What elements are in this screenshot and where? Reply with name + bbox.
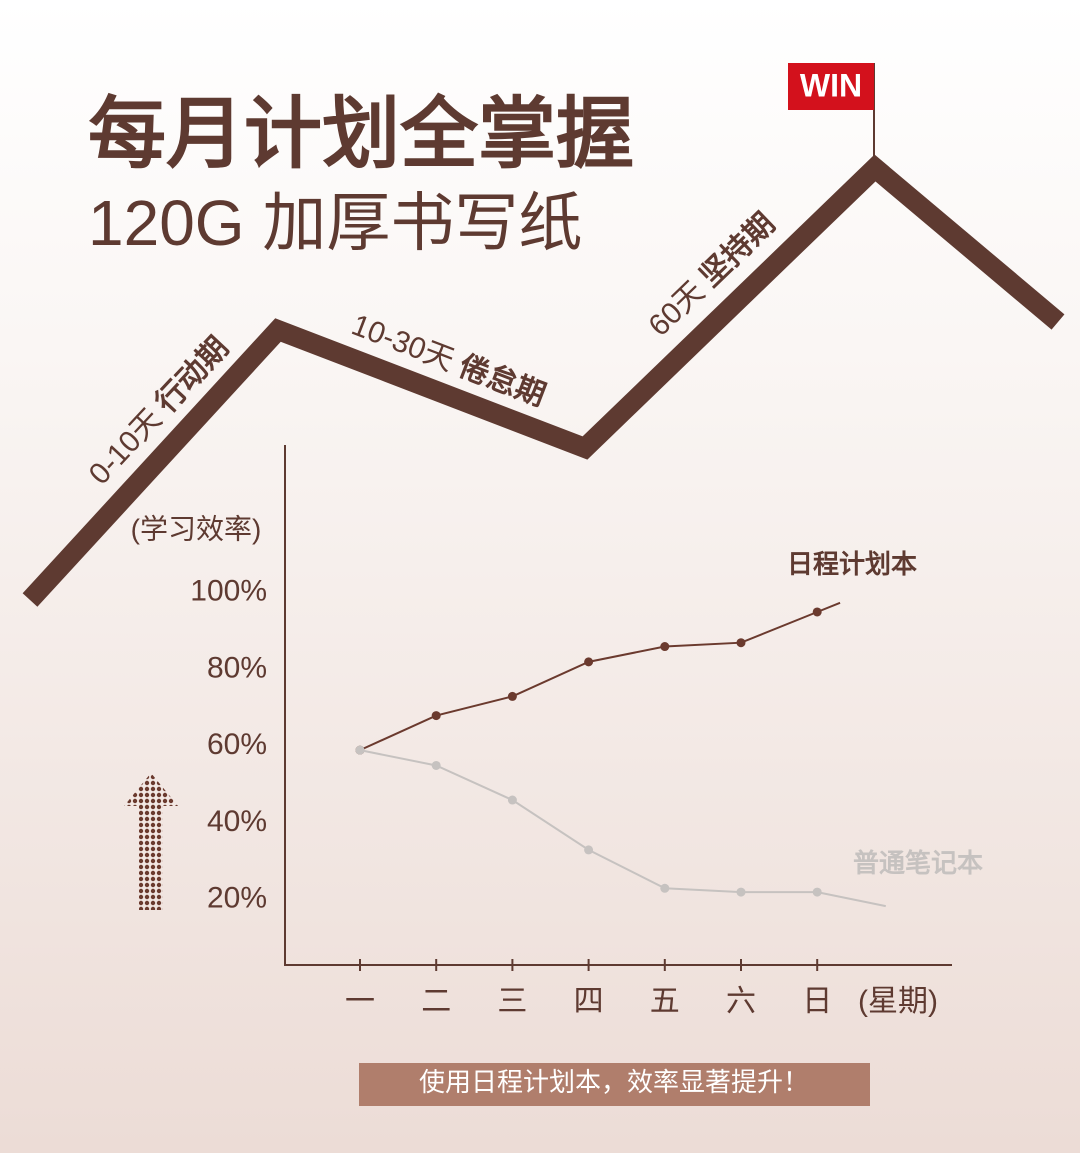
series-label: 日程计划本: [787, 549, 917, 579]
x-tick-label: 三: [497, 985, 527, 1018]
x-tick-label: 五: [650, 985, 680, 1018]
line-tail: [816, 891, 886, 908]
point: [431, 711, 441, 721]
point: [507, 795, 517, 805]
x-tick-label: 一: [345, 985, 375, 1018]
point: [660, 642, 670, 652]
point: [431, 760, 441, 770]
series-label: 普通笔记本: [853, 848, 983, 878]
x-tick-label: 日: [802, 985, 832, 1018]
y-tick-label: 80%: [207, 651, 267, 684]
y-tick-label: 60%: [207, 728, 267, 761]
point: [736, 887, 746, 897]
point: [660, 883, 670, 893]
y-tick-label: 100%: [190, 575, 267, 608]
y-axis-label: (学习效率): [131, 513, 262, 544]
point: [584, 657, 594, 667]
point: [812, 887, 822, 897]
progress-path: [22, 154, 1065, 607]
x-tick-label: 六: [726, 985, 756, 1018]
x-axis-label: (星期): [858, 985, 938, 1018]
x-tick-label: 二: [421, 985, 451, 1018]
banner: [359, 1063, 870, 1106]
flag: [788, 63, 874, 110]
banner-text: 使用日程计划本，效率显著提升！: [419, 1067, 809, 1097]
arrow-shaft: [139, 806, 163, 910]
point: [736, 638, 746, 648]
title: 每月计划全掌握: [88, 90, 634, 178]
point: [507, 691, 517, 701]
arrow-head: [124, 773, 178, 806]
y-tick-label: 40%: [207, 805, 267, 838]
subtitle: 120G 加厚书写纸: [88, 187, 582, 259]
x-tick-label: 四: [574, 985, 604, 1018]
point: [812, 607, 822, 617]
flag-label: WIN: [800, 67, 862, 103]
y-tick-label: 20%: [207, 882, 267, 915]
point: [355, 745, 365, 755]
point: [584, 845, 594, 855]
